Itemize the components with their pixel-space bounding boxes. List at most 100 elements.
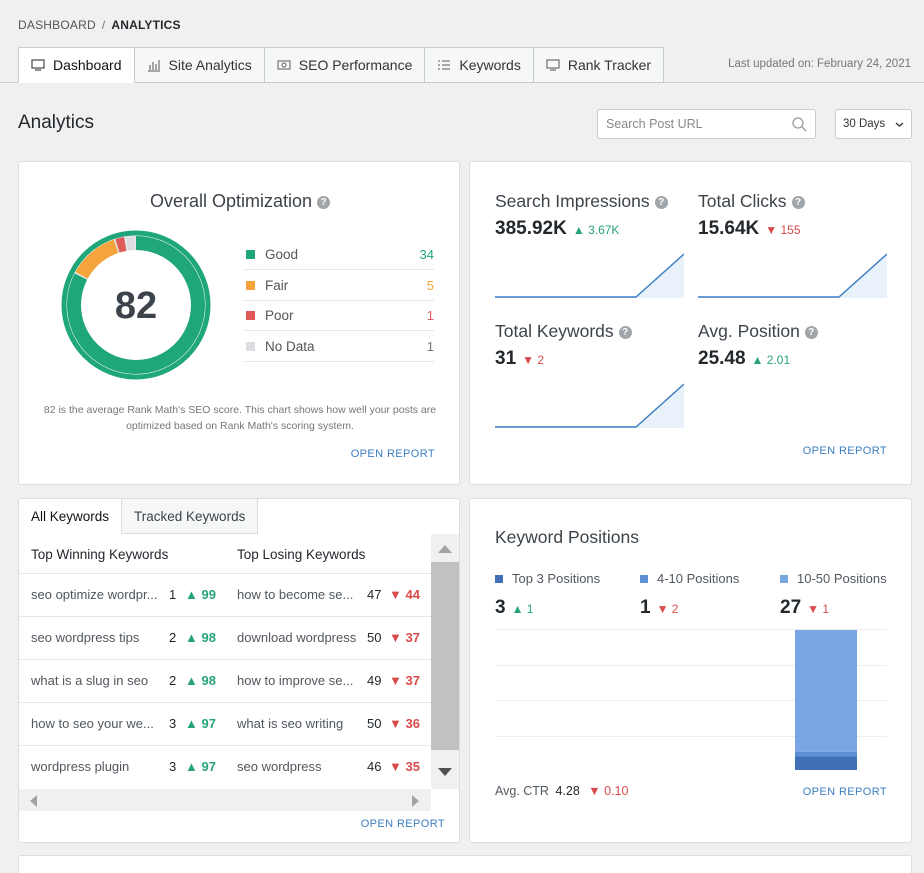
optimization-title: Overall Optimization? <box>19 191 461 212</box>
scroll-right-icon[interactable] <box>411 795 419 807</box>
monitor-icon <box>546 59 560 71</box>
legend-label: Top 3 Positions <box>512 571 601 586</box>
tab-site-analytics[interactable]: Site Analytics <box>134 47 265 83</box>
donut-segment-good <box>67 236 205 374</box>
stat-value: 25.48 <box>698 348 746 369</box>
help-icon[interactable]: ? <box>791 196 805 209</box>
legend-count: 1 <box>426 338 434 354</box>
legend-good: Good 34 <box>244 239 434 270</box>
last-updated: Last updated on: February 24, 2021 <box>728 58 911 70</box>
stat-impressions: Search Impressions? 385.92K ▲ 3.67K <box>495 191 668 240</box>
stat-label: Total Clicks <box>698 191 787 211</box>
tab-tracked-keywords[interactable]: Tracked Keywords <box>122 499 259 534</box>
losing-keyword[interactable]: how to become se... <box>237 587 354 602</box>
table-row: wordpress plugin 3 ▲ 97 seo wordpress 46… <box>19 745 431 788</box>
impressions-sparkline <box>495 253 684 298</box>
legend-label: Good <box>265 246 299 262</box>
losing-delta-value: 44 <box>405 587 420 602</box>
stat-value: 31 <box>495 348 517 369</box>
stat-delta: ▲ 2.01 <box>751 353 791 367</box>
table-row: what is a slug in seo 2 ▲ 98 how to impr… <box>19 659 431 702</box>
legend-label: 10-50 Positions <box>797 571 887 586</box>
main-tabs: Dashboard Site Analytics SEO Performance… <box>18 47 665 83</box>
tab-seo-performance[interactable]: SEO Performance <box>264 47 426 83</box>
legend-swatch <box>246 310 255 320</box>
help-icon[interactable]: ? <box>618 326 632 339</box>
vertical-scroll-thumb[interactable] <box>431 562 459 750</box>
bar-top-3-positions[interactable] <box>795 756 857 770</box>
10-50-value: 27 ▼ 1 <box>780 597 829 619</box>
open-report-link[interactable]: OPEN REPORT <box>350 448 435 460</box>
eye-icon <box>277 60 291 70</box>
stat-delta: ▲ 3.67K <box>572 223 620 237</box>
stat-label: Avg. Position <box>698 321 800 341</box>
losing-position: 49 <box>367 673 382 688</box>
winning-delta: ▲ 98 <box>185 630 216 645</box>
legend-label: 4-10 Positions <box>657 571 740 586</box>
date-range-select[interactable]: 30 Days <box>835 109 912 139</box>
winning-position: 3 <box>169 716 177 731</box>
bar-4-10-positions[interactable] <box>795 751 857 757</box>
winning-header: Top Winning Keywords <box>31 547 169 562</box>
losing-delta-value: 35 <box>405 759 420 774</box>
legend-count: 5 <box>426 277 434 293</box>
losing-position: 50 <box>367 716 382 731</box>
help-icon[interactable]: ? <box>804 326 818 339</box>
scroll-up-icon[interactable] <box>438 544 452 554</box>
search-icon[interactable] <box>792 116 807 132</box>
winning-keyword[interactable]: wordpress plugin <box>31 759 130 774</box>
tab-all-keywords[interactable]: All Keywords <box>19 499 123 534</box>
tab-label: Dashboard <box>53 57 122 73</box>
breadcrumb-parent[interactable]: DASHBOARD <box>18 18 96 32</box>
losing-position: 50 <box>367 630 382 645</box>
horizontal-scrollbar[interactable] <box>19 789 431 811</box>
winning-position: 2 <box>169 630 177 645</box>
top3-value: 3 ▲ 1 <box>495 597 533 619</box>
position-delta-value: 1 <box>822 602 830 616</box>
losing-keyword[interactable]: what is seo writing <box>237 716 344 731</box>
losing-keyword[interactable]: download wordpress <box>237 630 357 645</box>
clicks-sparkline <box>698 253 887 298</box>
position-delta-value: 1 <box>526 602 534 616</box>
tab-label: SEO Performance <box>298 57 413 73</box>
winning-position: 1 <box>169 587 177 602</box>
losing-keyword[interactable]: seo wordpress <box>237 759 322 774</box>
scroll-left-icon[interactable] <box>30 795 38 807</box>
tab-rank-tracker[interactable]: Rank Tracker <box>533 47 665 83</box>
stat-delta: ▼ 155 <box>765 223 801 237</box>
open-report-link[interactable]: OPEN REPORT <box>360 818 445 830</box>
optimization-title-text: Overall Optimization <box>149 191 313 211</box>
search-input[interactable]: Search Post URL <box>597 109 816 139</box>
open-report-link[interactable]: OPEN REPORT <box>802 445 887 457</box>
legend-top3: Top 3 Positions <box>495 571 600 586</box>
winning-keyword[interactable]: what is a slug in seo <box>31 673 149 688</box>
winning-position: 2 <box>169 673 177 688</box>
winning-keyword[interactable]: how to seo your we... <box>31 716 154 731</box>
bar-10-50-positions[interactable] <box>795 630 857 752</box>
breadcrumb: DASHBOARD / ANALYTICS <box>18 18 181 32</box>
position-delta: ▼ 1 <box>807 602 830 616</box>
open-report-link[interactable]: OPEN REPORT <box>802 786 887 798</box>
legend-swatch <box>246 249 255 259</box>
ctr-delta: ▼ 0.10 <box>588 784 629 798</box>
legend-swatch <box>640 574 648 583</box>
help-icon[interactable]: ? <box>654 196 668 209</box>
stat-clicks: Total Clicks? 15.64K ▼ 155 <box>698 191 805 240</box>
keyword-positions-chart <box>495 629 887 770</box>
losing-delta: ▼ 37 <box>389 630 420 645</box>
winning-delta: ▲ 97 <box>185 716 216 731</box>
winning-keyword[interactable]: seo optimize wordpr... <box>31 587 158 602</box>
tab-dashboard[interactable]: Dashboard <box>18 47 135 83</box>
scroll-down-icon[interactable] <box>438 767 452 777</box>
ctr-value: 4.28 <box>555 784 580 798</box>
tab-keywords[interactable]: Keywords <box>425 47 534 83</box>
stat-delta: ▼ 2 <box>522 353 545 367</box>
keyword-positions-card: Keyword Positions Top 3 Positions 4-10 P… <box>469 498 912 843</box>
losing-keyword[interactable]: how to improve se... <box>237 673 354 688</box>
table-row: how to seo your we... 3 ▲ 97 what is seo… <box>19 702 431 745</box>
ctr-label: Avg. CTR <box>495 784 549 798</box>
winning-keyword[interactable]: seo wordpress tips <box>31 630 140 645</box>
stat-position: Avg. Position? 25.48 ▲ 2.01 <box>698 321 818 370</box>
help-icon[interactable]: ? <box>317 196 331 209</box>
position-count: 3 <box>495 597 506 618</box>
